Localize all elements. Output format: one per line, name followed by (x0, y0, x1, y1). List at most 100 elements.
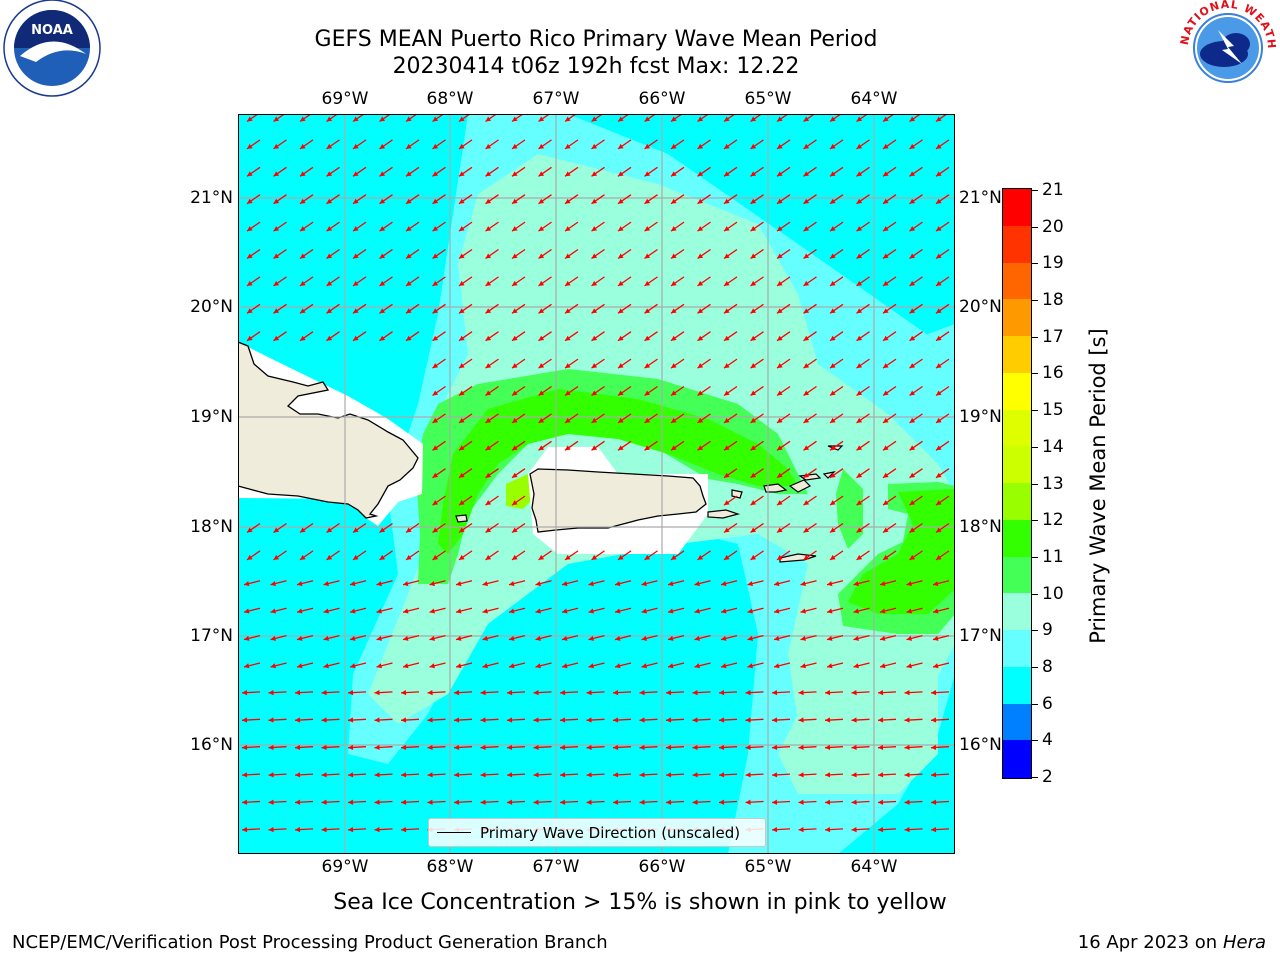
wave-arrow-head (692, 799, 698, 805)
wave-arrow-head (856, 308, 863, 314)
wave-arrow-head (427, 690, 433, 696)
legend-label: Primary Wave Direction (unscaled) (480, 823, 741, 842)
wave-arrow-head (803, 116, 810, 122)
wave-arrow-head (772, 717, 778, 723)
wave-arrow-head (777, 363, 783, 369)
wave-arrow-head (512, 527, 518, 533)
wave-arrow-head (803, 308, 810, 314)
colorbar (1002, 188, 1032, 779)
lat-label-right: 17°N (959, 626, 1002, 646)
wave-arrow-head (851, 717, 857, 723)
wave-arrow-head (429, 635, 435, 641)
wave-arrow-head (692, 772, 698, 778)
colorbar-tick-mark (1032, 190, 1038, 191)
wave-arrow-head (403, 608, 409, 614)
virgin-gorda-island (822, 471, 836, 479)
wave-arrow-head (830, 554, 836, 560)
wave-arrow-head (588, 581, 594, 587)
wave-arrow-head (535, 663, 541, 669)
wave-arrow-head (936, 280, 942, 286)
wave-arrow-head (454, 717, 460, 723)
wave-arrow-head (724, 472, 730, 478)
wave-arrow-head (512, 417, 518, 423)
wave-arrow-head (350, 663, 356, 669)
wave-arrow-head (379, 198, 386, 204)
colorbar-bin (1003, 225, 1031, 264)
wave-arrow-head (830, 308, 836, 314)
wave-arrow-head (485, 171, 492, 177)
lon-label-bottom: 64°W (850, 857, 898, 877)
wave-arrow-head (591, 116, 598, 122)
sea-ice-note: Sea Ice Concentration > 15% is shown in … (333, 890, 947, 915)
colorbar-bin (1003, 189, 1031, 227)
wave-arrow-head (300, 554, 306, 560)
wave-arrow-head (586, 799, 592, 805)
wave-arrow-head (560, 744, 566, 751)
wave-arrow-head (482, 635, 488, 641)
wave-arrow-head (326, 143, 333, 149)
wave-arrow-head (750, 280, 757, 286)
wave-arrow-head (480, 772, 486, 778)
wave-arrow-head (565, 417, 571, 423)
wave-arrow-head (931, 772, 937, 778)
colorbar-bin (1003, 372, 1031, 411)
wave-arrow-head (904, 717, 910, 723)
wave-arrow-head (615, 581, 621, 587)
lon-label-bottom: 66°W (638, 857, 686, 877)
wave-arrow-head (321, 744, 327, 751)
wave-arrow-head (326, 280, 333, 286)
wave-arrow-head (777, 253, 783, 259)
wave-arrow-head (724, 335, 730, 341)
wave-arrow-head (777, 500, 783, 506)
wave-arrow-head (641, 581, 647, 587)
wave-arrow-head (459, 363, 465, 369)
wave-arrow-head (724, 445, 730, 451)
wave-arrow-head (827, 608, 833, 614)
wave-arrow-head (666, 799, 672, 805)
colorbar-tick-label: 2 (1042, 767, 1053, 787)
wave-arrow-head (641, 608, 647, 614)
wave-arrow-head (936, 527, 942, 533)
wave-arrow-head (273, 116, 280, 122)
colorbar-tick-label: 19 (1042, 253, 1064, 274)
wave-arrow-head (613, 744, 619, 751)
wave-arrow-head (853, 635, 859, 641)
wave-arrow-head (878, 799, 884, 805)
wave-arrow-head (485, 308, 492, 314)
wave-arrow-head (565, 171, 571, 177)
st-croix-island (779, 553, 817, 563)
wave-arrow-head (803, 198, 810, 204)
wave-arrow-head (644, 417, 651, 423)
wave-arrow-head (591, 280, 598, 286)
wave-arrow-head (798, 690, 804, 696)
wave-arrow-head (244, 635, 250, 641)
wave-arrow-head (909, 226, 916, 232)
wave-arrow-head (697, 226, 704, 232)
st-thomas-island (763, 483, 788, 493)
wave-arrow-head (830, 116, 836, 122)
wave-arrow-head (379, 280, 386, 286)
wave-arrow-head (565, 363, 571, 369)
wave-arrow-head (353, 253, 359, 259)
wave-arrow-head (750, 417, 757, 423)
colorbar-tick-label: 14 (1042, 436, 1064, 457)
colorbar-tick-mark (1032, 263, 1038, 265)
wave-arrow-head (747, 663, 753, 669)
chart-subtitle: 20230414 t06z 192h fcst Max: 12.22 (392, 54, 800, 79)
wave-arrow-head (326, 335, 333, 341)
wave-arrow-head (509, 663, 515, 669)
lat-label-right: 19°N (959, 407, 1002, 427)
wave-arrow-head (456, 635, 462, 641)
wave-direction-arrows (241, 114, 950, 833)
wave-arrow-head (512, 500, 518, 506)
wave-arrow-head (295, 690, 301, 696)
wave-arrow-head (936, 116, 942, 122)
wave-arrow-head (509, 581, 515, 587)
wave-arrow-head (644, 171, 651, 177)
wave-arrow-head (613, 772, 619, 778)
wave-arrow-head (800, 608, 806, 614)
wave-arrow-head (321, 799, 327, 805)
wave-arrow-head (485, 554, 492, 560)
lat-label-left: 16°N (190, 735, 233, 755)
wave-arrow-head (459, 198, 465, 204)
